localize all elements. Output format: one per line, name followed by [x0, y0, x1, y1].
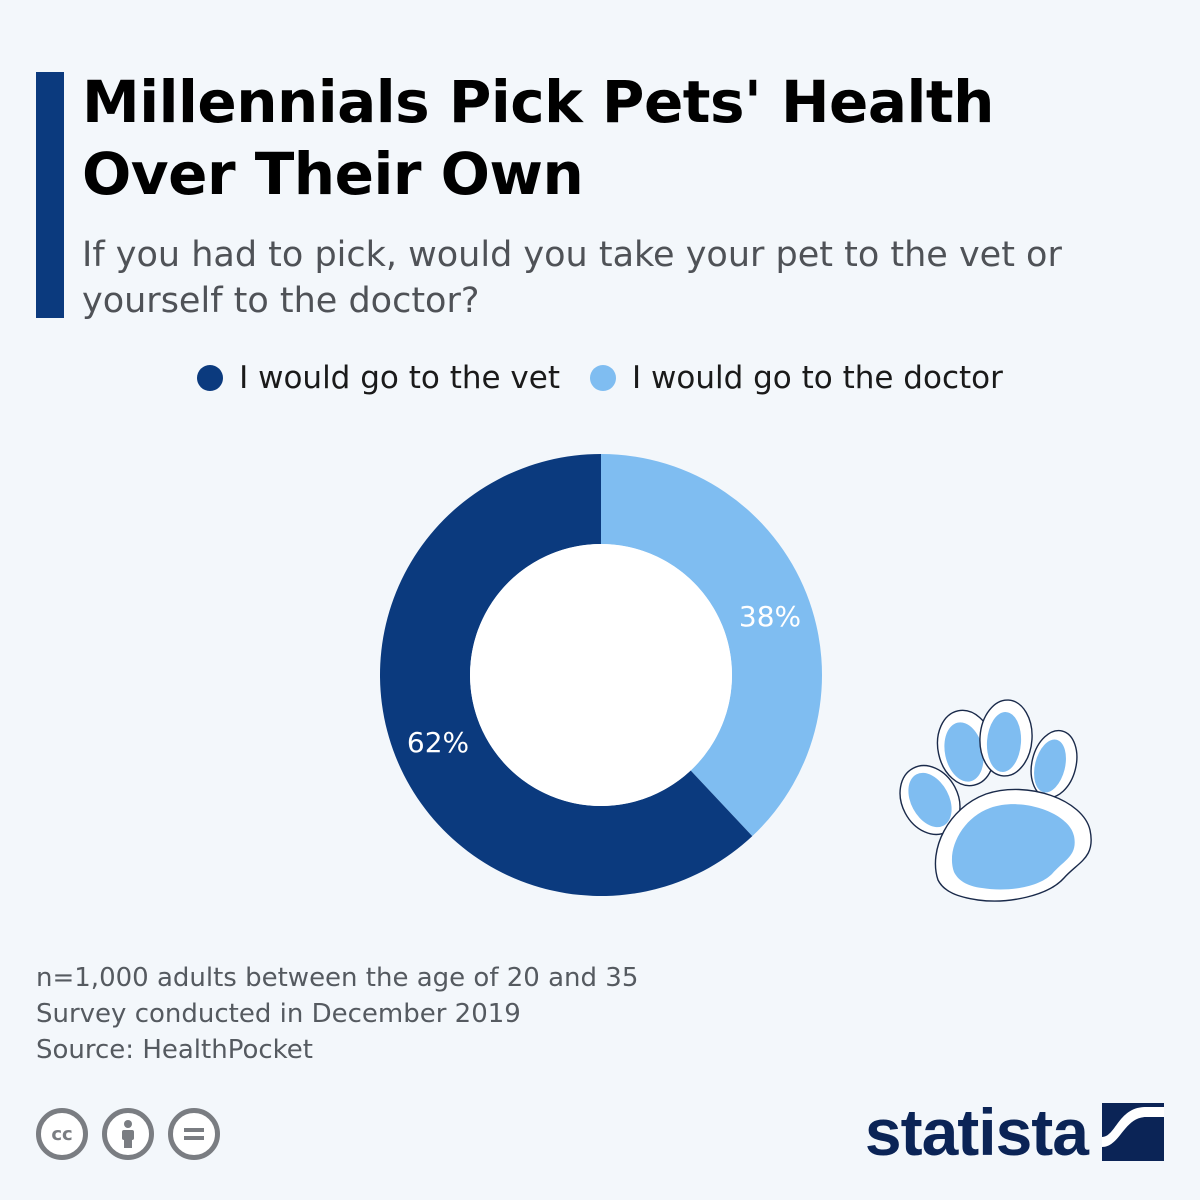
note-sample-size: n=1,000 adults between the age of 20 and…: [36, 963, 639, 993]
title-accent-bar: [36, 72, 64, 318]
note-survey-date: Survey conducted in December 2019: [36, 999, 521, 1029]
cc-icon[interactable]: cc: [36, 1108, 88, 1160]
cc-icon-text: cc: [51, 1123, 73, 1145]
chart-notes: n=1,000 adults between the age of 20 and…: [36, 960, 796, 1068]
legend-swatch-vet: [197, 365, 224, 391]
attribution-icon[interactable]: [102, 1108, 154, 1160]
note-source: Source: HealthPocket: [36, 1035, 313, 1065]
data-label-vet: 62%: [407, 726, 469, 759]
paw-print-icon: [899, 699, 1092, 902]
legend-swatch-doctor: [590, 365, 616, 391]
brand-name: statista: [864, 1095, 1089, 1169]
legend-label-doctor: I would go to the doctor: [632, 360, 1003, 396]
chart-legend: I would go to the vet I would go to the …: [0, 360, 1200, 396]
license-icons: cc: [36, 1108, 220, 1160]
no-derivatives-icon[interactable]: [168, 1108, 220, 1160]
statista-logo-icon: [1102, 1103, 1164, 1161]
data-label-doctor: 38%: [739, 600, 801, 633]
chart-subtitle: If you had to pick, would you take your …: [82, 235, 1062, 321]
person-icon: [122, 1120, 134, 1148]
legend-item-vet: I would go to the vet: [197, 360, 560, 396]
donut-slice-doctor: [601, 454, 822, 837]
statista-brand[interactable]: statista: [865, 1094, 1164, 1170]
chart-title: Millennials Pick Pets' Health Over Their…: [82, 68, 994, 208]
donut-hole: [470, 544, 732, 806]
legend-item-doctor: I would go to the doctor: [590, 360, 1003, 396]
equals-icon: [184, 1128, 204, 1140]
legend-label-vet: I would go to the vet: [239, 360, 560, 396]
donut-slice-vet: [380, 454, 753, 896]
